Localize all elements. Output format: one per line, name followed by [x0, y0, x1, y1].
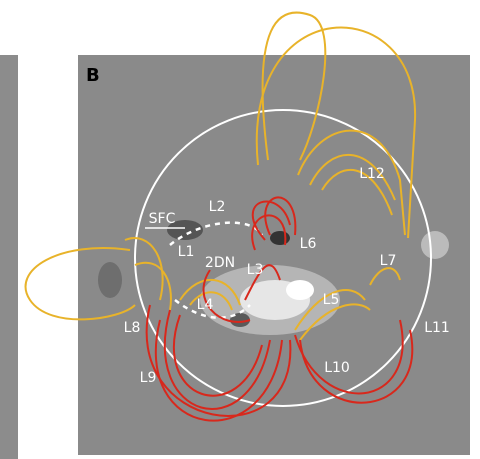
loop-label: L10 — [324, 360, 350, 376]
loop-label: L5 — [323, 292, 340, 308]
region-label: 2DN — [205, 255, 235, 271]
figure: B SFC L1 L2 L3 L4 L5 L6 L7 L8 L9 L10 L11… — [0, 0, 480, 459]
magnetogram — [78, 55, 470, 455]
loop-label: L8 — [124, 320, 141, 336]
loop-label: L11 — [424, 320, 450, 336]
loop-label: L3 — [247, 262, 264, 278]
loop-label: L9 — [140, 370, 157, 386]
loop-label: L1 — [178, 244, 195, 260]
loop-label: L2 — [209, 199, 226, 215]
panel-label: B — [86, 65, 100, 86]
region-label: SFC — [149, 211, 176, 227]
loop-label: L12 — [359, 166, 385, 182]
loop-label: L7 — [380, 253, 397, 269]
left-panel-edge — [0, 55, 18, 459]
loop-label: L6 — [300, 236, 317, 252]
loop-label: L4 — [197, 297, 214, 313]
